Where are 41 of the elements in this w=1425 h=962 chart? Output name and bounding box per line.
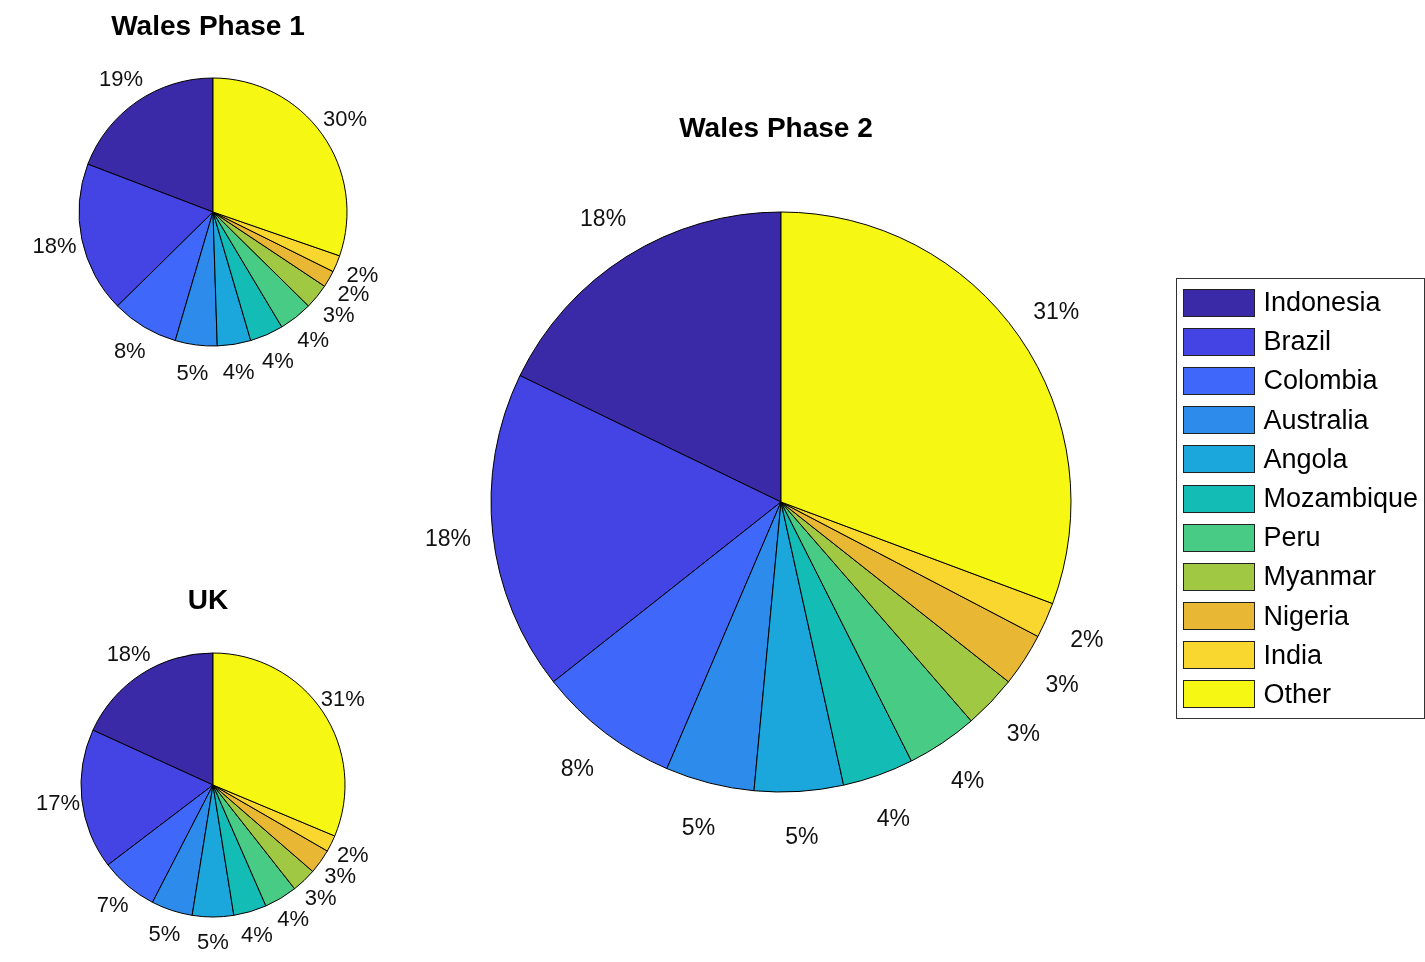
data-label: 4%	[262, 347, 294, 373]
legend-label: Nigeria	[1263, 600, 1349, 632]
data-label: 18%	[32, 232, 77, 258]
data-label: 5%	[176, 360, 209, 386]
data-label: 3%	[322, 301, 355, 327]
data-label: 17%	[35, 789, 80, 815]
data-label: 4%	[297, 326, 330, 352]
chart-title: Wales Phase 2	[678, 112, 874, 144]
data-label: 4%	[876, 804, 911, 831]
data-label: 5%	[785, 823, 819, 850]
data-label: 7%	[96, 892, 129, 917]
data-label: 31%	[1033, 298, 1080, 325]
legend-label: Colombia	[1263, 365, 1378, 397]
data-label: 19%	[99, 66, 144, 92]
legend-label: Angola	[1263, 443, 1348, 475]
data-label: 8%	[560, 755, 595, 782]
data-label: 30%	[322, 105, 367, 131]
legend-label: Other	[1263, 678, 1331, 710]
legend-label: Mozambique	[1263, 483, 1418, 515]
data-label: 18%	[580, 205, 627, 232]
legend-label: Brazil	[1263, 326, 1331, 358]
data-label: 2%	[1070, 625, 1104, 652]
data-label: 8%	[113, 338, 146, 364]
legend-label: Myanmar	[1263, 561, 1376, 593]
chart-title: Wales Phase 1	[110, 10, 306, 42]
data-label: 18%	[424, 525, 472, 552]
data-label: 18%	[106, 641, 151, 667]
data-label: 5%	[197, 928, 229, 954]
data-label: 3%	[1045, 671, 1079, 698]
legend-label: India	[1263, 639, 1322, 671]
legend-label: Peru	[1263, 522, 1321, 554]
data-label: 4%	[222, 359, 255, 385]
data-label: 5%	[148, 920, 181, 946]
data-label: 4%	[241, 922, 273, 948]
legend-label: Indonesia	[1263, 287, 1381, 319]
chart-title: UK	[186, 584, 230, 616]
legend-label: Australia	[1263, 404, 1369, 436]
data-label: 5%	[681, 813, 716, 840]
data-label: 3%	[1006, 720, 1040, 747]
data-label: 4%	[951, 767, 985, 794]
data-label: 31%	[320, 686, 365, 712]
